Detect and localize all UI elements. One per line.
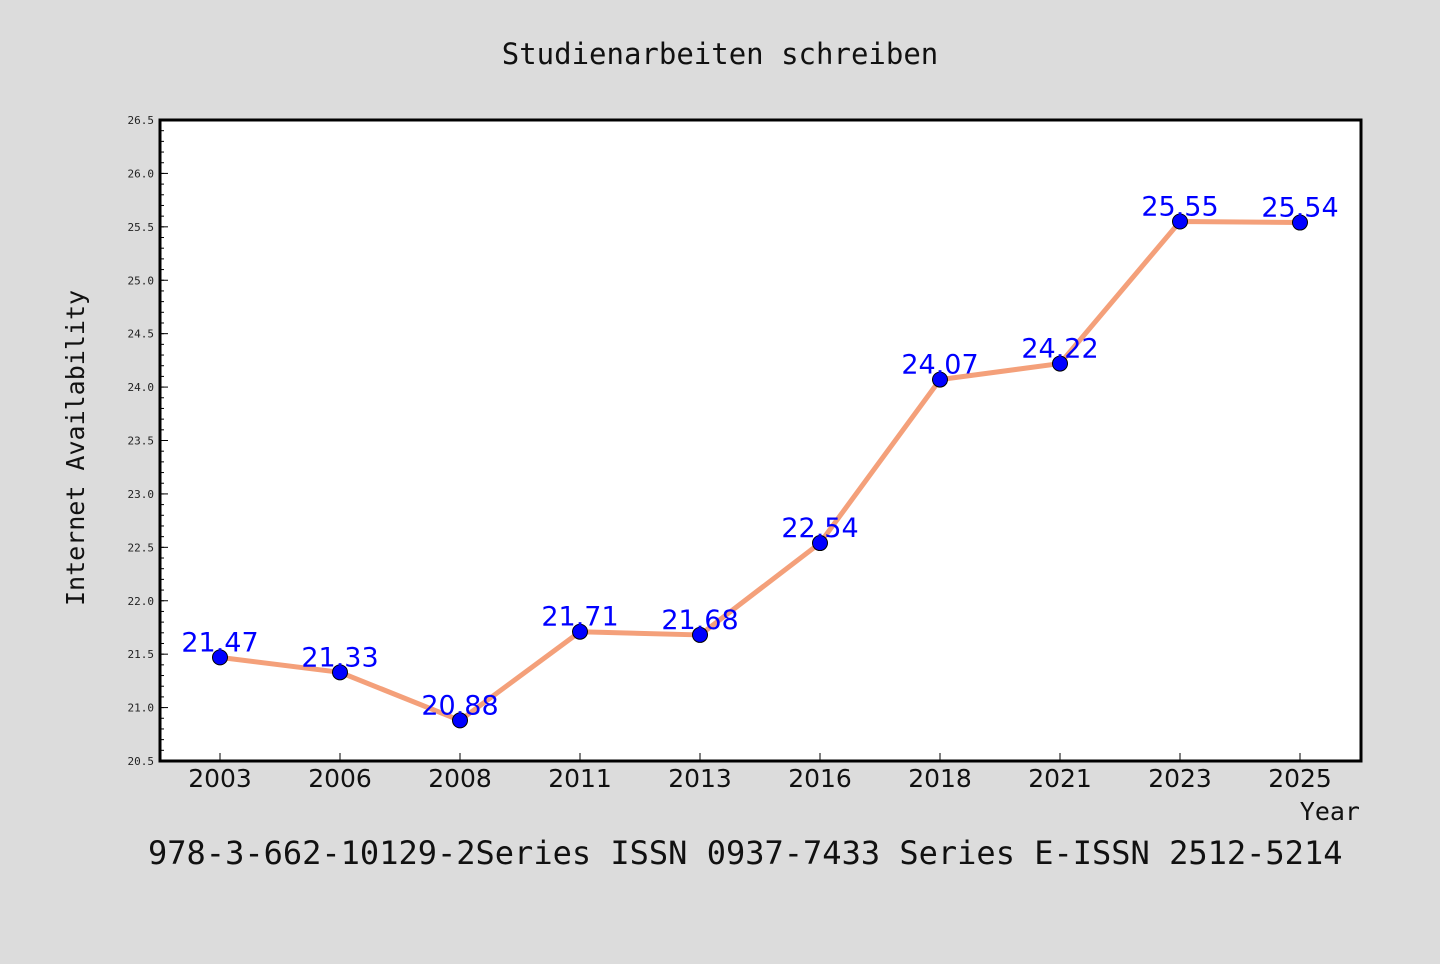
y-tick-label: 20.5 <box>128 755 155 768</box>
y-axis: 20.5 21.0 21.5 22.0 22.5 23.0 23.5 24.0 24.5 25.0… <box>128 114 168 768</box>
y-tick-label: 23.0 <box>128 488 155 501</box>
data-label: 21.47 <box>181 627 258 658</box>
y-tick-label: 23.5 <box>128 435 155 448</box>
x-tick-label: 2021 <box>1028 764 1092 793</box>
y-tick-label: 25.0 <box>128 274 155 287</box>
data-point <box>332 664 348 681</box>
y-tick-label: 22.5 <box>128 541 155 554</box>
data-label: 25.54 <box>1261 193 1338 224</box>
data-label: 21.68 <box>661 605 738 636</box>
data-label: 20.88 <box>421 690 498 721</box>
x-tick-label: 2023 <box>1148 764 1212 793</box>
data-point <box>212 649 228 666</box>
y-tick-label: 26.0 <box>128 167 155 180</box>
series-line <box>219 218 1301 723</box>
x-tick-label: 2018 <box>908 764 972 793</box>
data-label: 24.07 <box>901 350 978 381</box>
data-label: 24.22 <box>1021 334 1098 365</box>
data-label: 21.71 <box>541 602 618 633</box>
plot-area <box>158 118 1363 763</box>
y-tick-label: 21.0 <box>128 702 155 715</box>
data-point <box>572 623 588 640</box>
x-tick-label: 2013 <box>668 764 732 793</box>
data-label: 21.33 <box>301 642 378 673</box>
x-tick-label: 2006 <box>308 764 372 793</box>
x-tick-label: 2025 <box>1268 764 1332 793</box>
data-point <box>1052 355 1068 372</box>
y-axis-label: Internet Availability <box>61 290 90 606</box>
data-point <box>692 626 708 643</box>
data-label: 22.54 <box>781 513 858 544</box>
y-tick-label: 24.5 <box>128 328 155 341</box>
y-tick-label: 24.0 <box>128 381 155 394</box>
x-axis: 2003 2006 2008 2011 2013 2016 2018 2021 2023 2025 <box>188 753 1332 793</box>
y-tick-label: 26.5 <box>128 114 155 127</box>
x-tick-label: 2016 <box>788 764 852 793</box>
chart-title: Studienarbeiten schreiben <box>502 37 939 71</box>
series-layer <box>212 213 1308 729</box>
data-point <box>812 535 828 552</box>
data-label: 25.55 <box>1141 191 1218 222</box>
data-point <box>932 371 948 388</box>
y-tick-label: 21.5 <box>128 648 155 661</box>
x-tick-label: 2011 <box>548 764 612 793</box>
data-point <box>452 712 468 729</box>
data-labels: 21.47 21.33 20.88 21.71 21.68 22.54 24.07 24.22… <box>181 191 1338 721</box>
y-tick-label: 25.5 <box>128 221 155 234</box>
x-tick-label: 2003 <box>188 764 252 793</box>
x-tick-label: 2008 <box>428 764 492 793</box>
data-point <box>1292 214 1308 231</box>
footer-text: 978-3-662-10129-2Series ISSN 0937-7433 S… <box>148 834 1342 872</box>
y-tick-label: 22.0 <box>128 595 155 608</box>
data-point <box>1172 213 1188 230</box>
x-axis-label: Year <box>1300 797 1360 826</box>
